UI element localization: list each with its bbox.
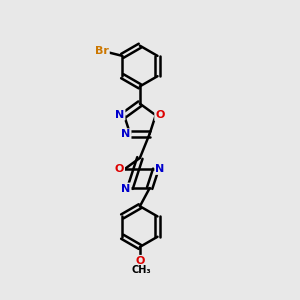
Text: CH₃: CH₃ (131, 266, 151, 275)
Text: O: O (155, 110, 165, 120)
Text: O: O (135, 256, 145, 266)
Text: O: O (115, 164, 124, 174)
Text: N: N (155, 164, 164, 174)
Text: Br: Br (95, 46, 109, 56)
Text: N: N (121, 184, 130, 194)
Text: N: N (121, 129, 130, 139)
Text: N: N (115, 110, 124, 120)
